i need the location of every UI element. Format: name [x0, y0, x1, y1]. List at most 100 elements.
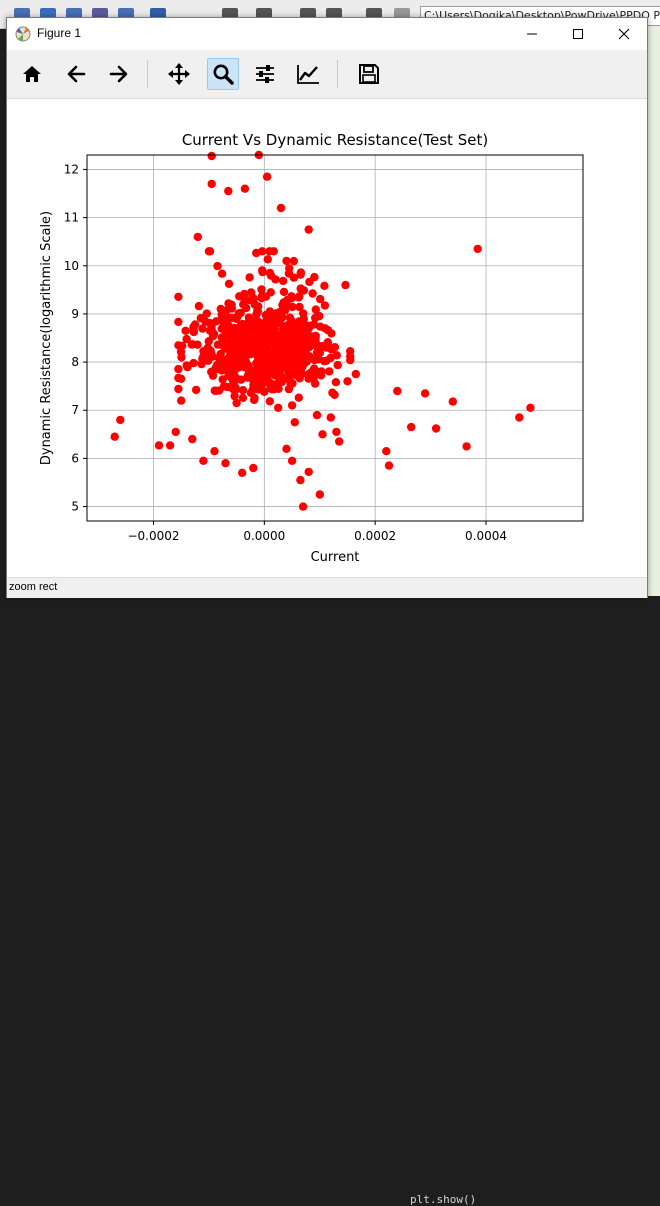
scatter-point — [335, 437, 344, 446]
pan-button[interactable] — [163, 58, 195, 90]
scatter-point — [308, 289, 317, 298]
scatter-point — [174, 341, 183, 350]
scatter-point — [326, 413, 335, 422]
scatter-point — [288, 343, 298, 353]
scatter-point — [213, 261, 222, 271]
scatter-point — [207, 367, 216, 376]
scatter-point — [274, 403, 283, 412]
close-button[interactable] — [601, 18, 647, 50]
zoom-button[interactable] — [207, 58, 239, 90]
scatter-point — [238, 468, 247, 477]
minimize-button[interactable] — [509, 18, 555, 50]
scatter-point — [258, 324, 267, 333]
scatter-point — [420, 389, 430, 398]
toolbar-separator — [147, 60, 148, 88]
maximize-button[interactable] — [555, 18, 601, 50]
scatter-point — [277, 329, 286, 338]
subplots-button[interactable] — [249, 58, 281, 90]
scatter-point — [283, 365, 293, 374]
scatter-point — [206, 319, 215, 328]
scatter-point — [290, 418, 299, 427]
scatter-point — [288, 354, 298, 363]
scatter-point — [198, 324, 207, 333]
scatter-point — [311, 305, 320, 314]
chart-title: Current Vs Dynamic Resistance(Test Set) — [182, 131, 488, 149]
scatter-point — [283, 295, 292, 305]
scatter-point — [235, 292, 244, 301]
scatter-point — [305, 352, 314, 361]
scatter-point — [431, 424, 441, 433]
scatter-point — [384, 461, 394, 470]
scatter-point — [323, 325, 333, 335]
x-axis-label: Current — [311, 550, 360, 565]
back-button[interactable] — [60, 58, 92, 90]
figure-window: Figure 1 — [6, 17, 648, 598]
scatter-point — [274, 384, 283, 393]
scatter-point — [205, 326, 215, 335]
background-editor-panel — [646, 28, 660, 609]
customize-button[interactable] — [292, 58, 324, 90]
scatter-point — [224, 186, 233, 196]
scatter-point — [288, 302, 297, 312]
save-icon — [359, 64, 379, 84]
scatter-point — [207, 179, 216, 189]
scatter-point — [346, 352, 355, 361]
scatter-point — [176, 374, 186, 383]
move-icon — [168, 63, 190, 85]
scatter-point — [232, 398, 241, 408]
scatter-point — [250, 323, 260, 332]
point-layer — [110, 150, 535, 511]
scatter-plot: −0.0002 0.0000 0.0002 0.0004 5 6 7 8 9 10 11 12 Cur… — [39, 131, 584, 565]
scatter-point — [224, 279, 234, 288]
back-arrow-icon — [67, 65, 86, 83]
scatter-point — [257, 285, 266, 294]
scatter-point — [197, 359, 206, 369]
scatter-point — [171, 427, 180, 437]
scatter-point — [116, 415, 125, 425]
scatter-point — [279, 287, 289, 297]
scatter-point — [229, 363, 238, 372]
scatter-point — [165, 441, 175, 450]
zoom-icon — [213, 64, 234, 85]
x-tick-label: 0.0004 — [465, 529, 507, 543]
scatter-point — [174, 317, 183, 327]
scatter-point — [202, 309, 211, 318]
scatter-point — [245, 296, 254, 305]
scatter-point — [217, 269, 227, 278]
scatter-point — [282, 256, 291, 266]
status-text: zoom rect — [9, 581, 58, 593]
scatter-point — [266, 288, 275, 297]
scatter-point — [261, 332, 271, 341]
scatter-point — [289, 256, 298, 266]
save-button[interactable] — [353, 58, 385, 90]
x-tick-label: −0.0002 — [127, 529, 179, 543]
scatter-point — [263, 255, 272, 264]
scatter-point — [219, 342, 228, 351]
scatter-point — [294, 393, 303, 402]
scatter-point — [177, 396, 186, 405]
y-tick-label: 8 — [71, 355, 79, 369]
scatter-point — [203, 343, 212, 352]
scatter-point — [265, 268, 275, 278]
scatter-point — [300, 344, 309, 353]
forward-button[interactable] — [103, 58, 135, 90]
scatter-point — [268, 313, 277, 322]
home-icon — [23, 66, 41, 82]
window-titlebar[interactable]: Figure 1 — [7, 18, 647, 50]
scatter-point — [249, 380, 258, 390]
home-button[interactable] — [16, 58, 48, 90]
scatter-point — [316, 294, 325, 304]
scatter-point — [217, 361, 226, 371]
scatter-point — [295, 374, 304, 383]
scatter-point — [330, 343, 340, 352]
y-tick-label: 5 — [71, 500, 79, 514]
scatter-point — [316, 322, 325, 331]
scatter-point — [292, 336, 301, 346]
scatter-point — [188, 434, 197, 444]
scatter-point — [252, 346, 261, 355]
figure-canvas[interactable]: −0.0002 0.0000 0.0002 0.0004 5 6 7 8 9 10 11 12 Cur… — [7, 99, 647, 577]
scatter-point — [448, 397, 457, 406]
scatter-point — [193, 232, 202, 242]
scatter-point — [174, 292, 183, 301]
scatter-point — [325, 367, 334, 376]
